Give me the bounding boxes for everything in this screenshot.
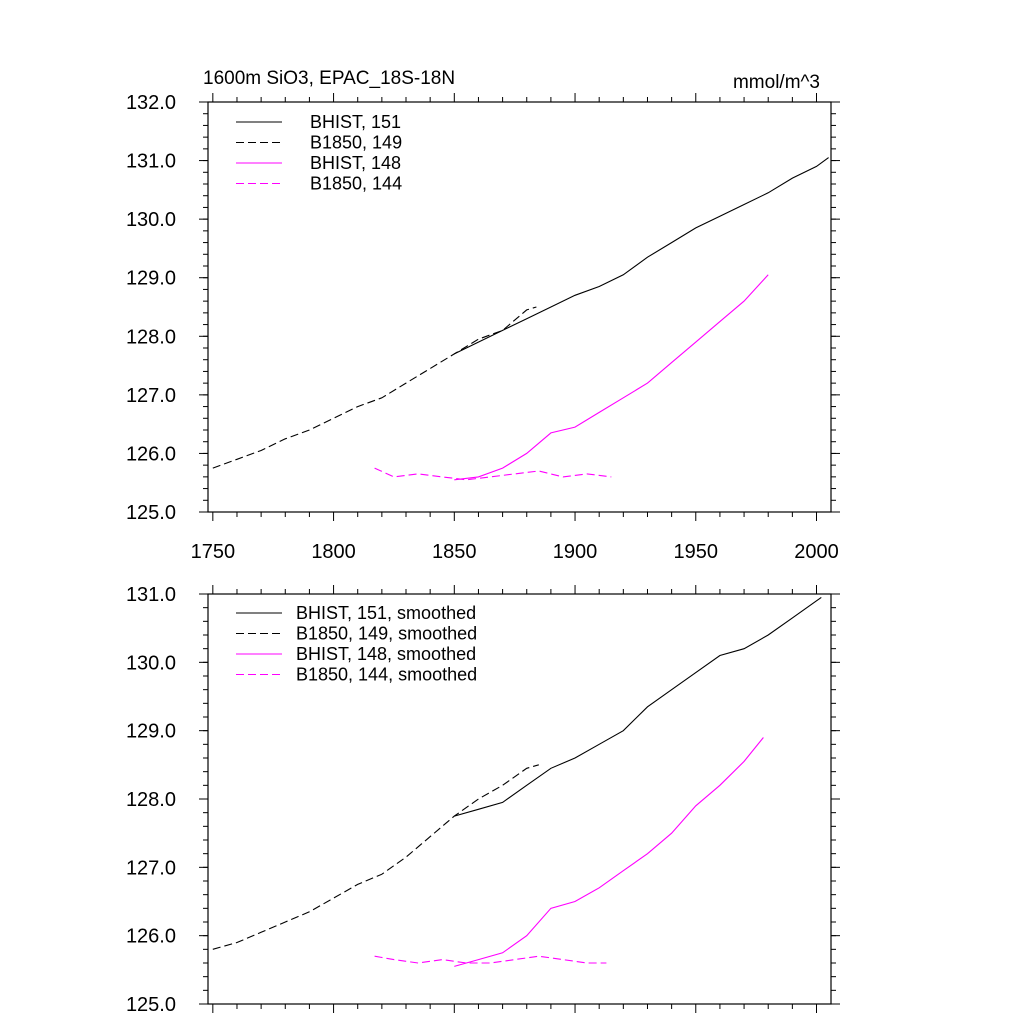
y-tick-label: 128.0: [126, 326, 176, 348]
legend-label: BHIST, 148: [310, 153, 401, 173]
y-tick-label: 130.0: [126, 652, 176, 674]
series-line-3: [454, 274, 769, 481]
y-tick-label: 130.0: [126, 209, 176, 231]
plot-frame: [207, 101, 832, 513]
x-tick-label: 1950: [674, 541, 719, 563]
y-tick-label: 127.0: [126, 385, 176, 407]
series-line-3: [454, 737, 764, 967]
y-tick-label: 129.0: [126, 268, 176, 290]
y-tick-label: 126.0: [126, 443, 176, 465]
y-tick-label: 125.0: [126, 994, 176, 1016]
legend-label: B1850, 144: [310, 174, 402, 194]
series-line-2: [212, 306, 537, 469]
legend-label: BHIST, 151, smoothed: [296, 603, 476, 623]
series-line-4: [374, 955, 607, 964]
units-label: mmol/m^3: [733, 72, 820, 93]
x-tick-label: 1900: [553, 541, 598, 563]
legend-label: BHIST, 148, smoothed: [296, 644, 476, 664]
y-tick-label: 129.0: [126, 721, 176, 743]
y-tick-label: 125.0: [126, 502, 176, 524]
x-tick-label: 1750: [191, 541, 236, 563]
legend-label: BHIST, 151: [310, 112, 401, 132]
figure-title: 1600m SiO3, EPAC_18S-18N: [203, 68, 455, 89]
legend-label: B1850, 149, smoothed: [296, 624, 477, 644]
x-tick-label: 2000: [794, 541, 839, 563]
x-tick-label: 1850: [432, 541, 477, 563]
x-tick-label: 1800: [311, 541, 356, 563]
bottom-panel: 125.0 126.0 127.0 128.0 129.0 130.0 131.0 BHIST…: [126, 584, 840, 1016]
legend-label: B1850, 149: [310, 133, 402, 153]
y-tick-label: 131.0: [126, 584, 176, 606]
series-line-1: [454, 157, 829, 355]
legend-label: B1850, 144, smoothed: [296, 665, 477, 685]
y-tick-label: 128.0: [126, 789, 176, 811]
top-panel: 1750 1800 1850 1900 1950 2000 125.0 126.0 127.0 1…: [126, 92, 840, 563]
y-tick-label: 127.0: [126, 857, 176, 879]
y-tick-label: 126.0: [126, 926, 176, 948]
y-tick-label: 132.0: [126, 92, 176, 114]
series-line-2: [212, 764, 539, 950]
series-line-1: [454, 596, 822, 817]
y-tick-label: 131.0: [126, 151, 176, 173]
series-line-4: [374, 467, 612, 481]
